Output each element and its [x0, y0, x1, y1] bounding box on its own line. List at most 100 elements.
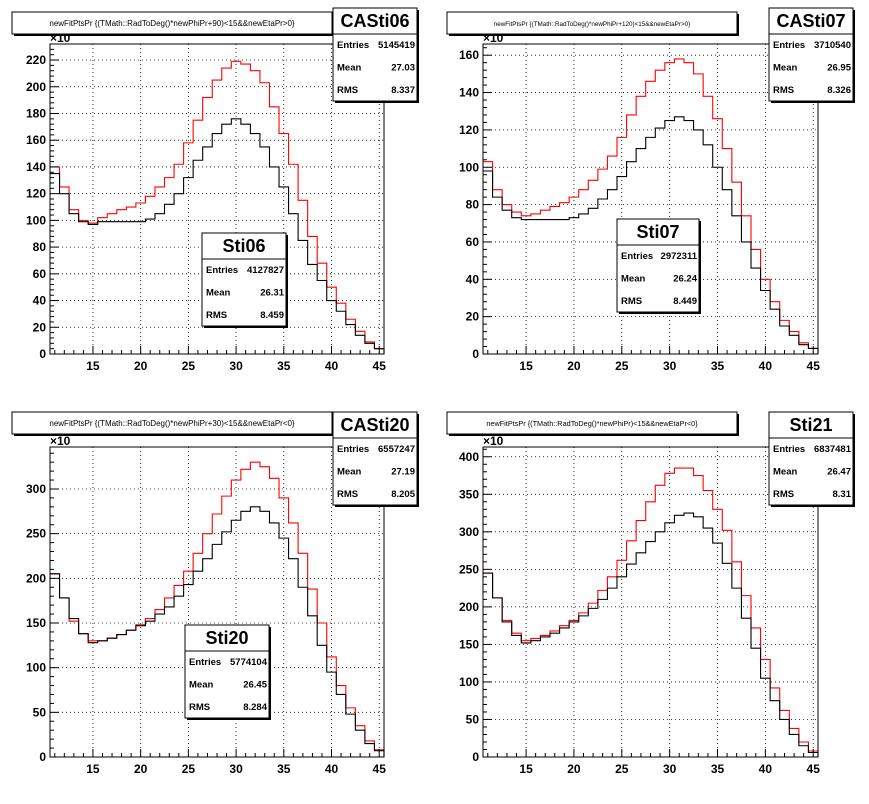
stats-row-label: Mean	[337, 63, 361, 74]
y-tick-label: 100	[26, 213, 46, 227]
y-tick-label: 80	[33, 240, 47, 254]
y-tick-label: 80	[466, 198, 480, 212]
histogram-panel-3: 15 20 25 30 35 40 45 0 50 100 150 200 250 300 ×10 newFi…	[11, 411, 419, 776]
stats-box-sti20: Sti20 Entries 5774104 Mean 26.45 RMS 8.284	[184, 624, 271, 720]
y-tick-label: 200	[26, 571, 46, 585]
stats-row-label: Entries	[189, 657, 221, 668]
y-tick-label: 120	[459, 123, 479, 137]
stats-row-value: 8.449	[673, 296, 697, 307]
x-tick-label: 30	[229, 762, 243, 776]
stats-row-label: RMS	[189, 702, 210, 713]
stats-row-value: 8.205	[391, 489, 415, 500]
stats-row-label: RMS	[337, 489, 358, 500]
x-tick-label: 35	[277, 359, 291, 373]
stats-box-frame	[616, 218, 700, 313]
stats-row-label: RMS	[206, 310, 227, 321]
y-tick-label: 120	[26, 187, 46, 201]
y-tick-label: 60	[33, 267, 47, 281]
stats-row-label: Mean	[189, 680, 213, 691]
stats-box-frame	[184, 624, 270, 719]
stats-row-label: Entries	[773, 444, 805, 455]
histogram-series-sti06	[50, 118, 385, 354]
stats-row-value: 6837481	[814, 444, 852, 455]
x-tick-label: 20	[134, 762, 148, 776]
stats-row-label: RMS	[773, 85, 794, 96]
y-tick-label: 60	[466, 235, 480, 249]
title-box	[446, 411, 738, 435]
y-tick-label: 180	[26, 106, 46, 120]
y-tick-label: 200	[459, 600, 479, 614]
stats-row-value: 26.24	[673, 274, 697, 285]
stats-row-label: Entries	[337, 40, 369, 51]
x-tick-label: 35	[711, 762, 725, 776]
stats-row-label: Entries	[337, 444, 369, 455]
y-tick-label: 300	[459, 525, 479, 539]
y-tick-label: 100	[26, 661, 46, 675]
y-tick-label: 50	[466, 712, 480, 726]
stats-box-casti20: CASti20 Entries 6557247 Mean 27.19 RMS 8.205	[332, 411, 419, 507]
histogram-series-sti07	[483, 116, 819, 354]
stats-row-value: 26.47	[827, 467, 851, 478]
stats-row-value: 26.95	[827, 63, 851, 74]
y-tick-label: 200	[26, 80, 46, 94]
histogram-series-casti07	[483, 58, 819, 354]
stats-row-label: Mean	[773, 467, 797, 478]
stats-row-value: 5145419	[378, 40, 415, 51]
x-tick-label: 30	[229, 359, 243, 373]
x-tick-label: 20	[567, 359, 581, 373]
stats-row-value: 4127827	[247, 265, 284, 276]
y-tick-label: 150	[26, 616, 46, 630]
stats-row-label: Mean	[206, 288, 230, 299]
stats-box-title: Sti21	[789, 415, 832, 435]
histogram-series-casti06	[50, 60, 385, 354]
stats-box-title: CASti06	[340, 11, 409, 31]
y-tick-label: 400	[459, 450, 479, 464]
y-tick-label: 160	[26, 133, 46, 147]
x-tick-label: 45	[373, 762, 387, 776]
x-tick-label: 25	[615, 359, 629, 373]
title-box	[446, 11, 738, 35]
histogram-series-sti21	[483, 512, 819, 757]
x-tick-label: 35	[711, 359, 725, 373]
x-tick-label: 40	[325, 762, 339, 776]
stats-row-value: 26.45	[243, 680, 267, 691]
y-tick-label: 0	[472, 347, 479, 361]
histogram-series-sti20	[50, 506, 385, 757]
y-tick-label: 40	[466, 272, 480, 286]
histogram-panel-4: 15 20 25 30 35 40 45 0 50 100 150 200 250 300 350 400 ×1…	[446, 411, 855, 776]
x-tick-label: 30	[663, 762, 677, 776]
stats-box-casti06: CASti06 Entries 5145419 Mean 27.03 RMS 8.337	[332, 7, 419, 103]
y-tick-label: 300	[26, 482, 46, 496]
stats-row-label: RMS	[621, 296, 642, 307]
x-tick-label: 45	[807, 762, 821, 776]
chart-title: newFitPtsPr {(TMath::RadToDeg()*newPhiPr…	[486, 419, 698, 428]
stats-row-value: 2972311	[661, 251, 698, 262]
y-tick-label: 50	[33, 705, 47, 719]
stats-row-label: RMS	[773, 489, 794, 500]
x-tick-label: 40	[759, 762, 773, 776]
y-tick-label: 140	[26, 160, 46, 174]
x-tick-label: 25	[615, 762, 629, 776]
x-tick-label: 25	[182, 359, 196, 373]
x-tick-label: 15	[86, 762, 100, 776]
stats-row-value: 27.03	[391, 63, 415, 74]
stats-box-title: Sti06	[222, 236, 265, 256]
stats-box-frame	[332, 411, 418, 506]
x-tick-label: 15	[519, 359, 533, 373]
stats-box-title: CASti07	[776, 11, 845, 31]
y-tick-label: 350	[459, 487, 479, 501]
x-tick-label: 40	[325, 359, 339, 373]
stats-row-label: Mean	[773, 63, 797, 74]
stats-box-sti21: Sti21 Entries 6837481 Mean 26.47 RMS 8.31	[768, 411, 855, 507]
stats-row-value: 8.459	[260, 310, 284, 321]
stats-box-frame	[768, 411, 854, 506]
stats-box-title: Sti20	[205, 628, 248, 648]
stats-box-title: CASti20	[340, 415, 409, 435]
stats-box-title: Sti07	[636, 222, 679, 242]
title-box	[11, 411, 333, 435]
axis-exponent-label: ×10	[483, 434, 504, 448]
axis-exponent-label: ×10	[50, 434, 71, 448]
stats-box-frame	[201, 232, 287, 327]
stats-box-sti07: Sti07 Entries 2972311 Mean 26.24 RMS 8.449	[616, 218, 701, 314]
chart-title: newFitPtsPr {(TMath::RadToDeg()*newPhiPr…	[49, 19, 295, 28]
